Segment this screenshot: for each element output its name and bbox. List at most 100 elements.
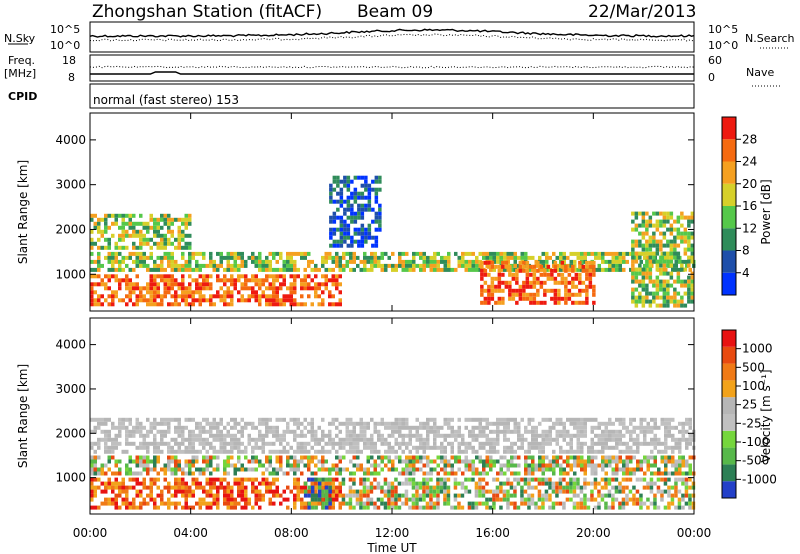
heatmap-cell <box>114 477 118 482</box>
nave-tick-top: 60 <box>708 54 722 67</box>
heatmap-cell <box>343 231 347 236</box>
heatmap-cell <box>552 421 556 426</box>
heatmap-cell <box>296 251 300 256</box>
heatmap-cell <box>153 441 157 446</box>
heatmap-cell <box>615 459 619 464</box>
heatmap-cell <box>367 191 372 196</box>
heatmap-cell <box>537 497 542 502</box>
heatmap-cell <box>170 263 174 268</box>
heatmap-cell <box>346 179 351 184</box>
heatmap-cell <box>118 237 122 242</box>
heatmap-cell <box>223 485 227 490</box>
cpid-strip-frame <box>89 83 695 109</box>
heatmap-cell <box>380 497 384 502</box>
heatmap-cell <box>163 477 167 482</box>
heatmap-cell <box>181 290 185 295</box>
heatmap-cell <box>380 263 384 268</box>
heatmap-cell <box>632 455 636 460</box>
heatmap-cell <box>655 267 660 272</box>
heatmap-cell <box>335 286 339 291</box>
heatmap-cell <box>562 485 566 490</box>
heatmap-cell <box>583 251 587 256</box>
heatmap-cell <box>174 481 178 486</box>
heatmap-cell <box>163 278 167 283</box>
heatmap-cell <box>433 259 437 264</box>
heatmap-cell <box>585 260 589 265</box>
heatmap-cell <box>247 497 251 502</box>
heatmap-cell <box>513 429 517 434</box>
heatmap-cell <box>268 455 272 460</box>
heatmap-cell <box>495 493 500 498</box>
heatmap-cell <box>506 505 510 510</box>
heatmap-cell <box>357 175 361 180</box>
heatmap-cell <box>404 501 409 506</box>
heatmap-cell <box>520 251 524 256</box>
heatmap-cell <box>275 267 279 272</box>
heatmap-cell <box>359 449 363 454</box>
heatmap-cell <box>212 263 216 268</box>
heatmap-cell <box>293 278 297 283</box>
heatmap-cell <box>569 481 573 486</box>
heatmap-cell <box>146 493 150 498</box>
heatmap-cell <box>339 215 344 220</box>
heatmap-cell <box>553 268 558 273</box>
heatmap-cell <box>440 425 444 430</box>
heatmap-cell <box>104 471 108 476</box>
heatmap-cell <box>489 445 493 450</box>
heatmap-cell <box>581 264 586 269</box>
heatmap-cell <box>251 421 255 426</box>
heatmap-cell <box>142 481 146 486</box>
time-tick-label: 00:00 <box>73 526 108 540</box>
heatmap-cell <box>653 505 657 510</box>
heatmap-cell <box>303 267 307 272</box>
heatmap-cell <box>324 477 329 482</box>
heatmap-cell <box>646 425 650 430</box>
heatmap-cell <box>191 463 195 468</box>
heatmap-cell <box>664 433 668 438</box>
heatmap-cell <box>111 449 115 454</box>
heatmap-cell <box>457 493 461 498</box>
heatmap-cell <box>481 489 486 494</box>
heatmap-cell <box>324 441 328 446</box>
heatmap-cell <box>632 501 636 506</box>
heatmap-cell <box>574 272 579 277</box>
heatmap-cell <box>387 425 391 430</box>
heatmap-cell <box>132 259 136 264</box>
heatmap-cell <box>111 481 115 486</box>
heatmap-cell <box>107 267 111 272</box>
heatmap-cell <box>443 471 447 476</box>
heatmap-cell <box>352 445 356 450</box>
heatmap-cell <box>485 421 489 426</box>
heatmap-cell <box>485 425 489 430</box>
heatmap-cell <box>516 481 521 486</box>
heatmap-cell <box>387 441 391 446</box>
heatmap-cell <box>188 282 192 287</box>
heatmap-cell <box>90 241 94 246</box>
heatmap-cell <box>216 251 220 256</box>
heatmap-cell <box>380 441 384 446</box>
heatmap-cell <box>534 501 538 506</box>
heatmap-cell <box>422 255 426 260</box>
heatmap-cell <box>492 437 496 442</box>
heatmap-cell <box>160 441 164 446</box>
heatmap-cell <box>453 505 458 510</box>
heatmap-cell <box>524 463 528 468</box>
heatmap-cell <box>390 489 395 494</box>
heatmap-cell <box>356 441 360 446</box>
heatmap-cell <box>625 449 629 454</box>
heatmap-cell <box>429 425 433 430</box>
heatmap-cell <box>146 286 150 291</box>
heatmap-cell <box>634 243 639 248</box>
heatmap-cell <box>286 421 290 426</box>
heatmap-cell <box>436 259 440 264</box>
heatmap-cell <box>195 290 199 295</box>
heatmap-cell <box>268 259 272 264</box>
heatmap-cell <box>296 459 300 464</box>
heatmap-cell <box>662 279 667 284</box>
heatmap-cell <box>181 229 185 234</box>
heatmap-cell <box>566 267 570 272</box>
heatmap-cell <box>468 463 472 468</box>
heatmap-cell <box>258 459 262 464</box>
heatmap-cell <box>548 493 552 498</box>
heatmap-cell <box>303 251 307 256</box>
